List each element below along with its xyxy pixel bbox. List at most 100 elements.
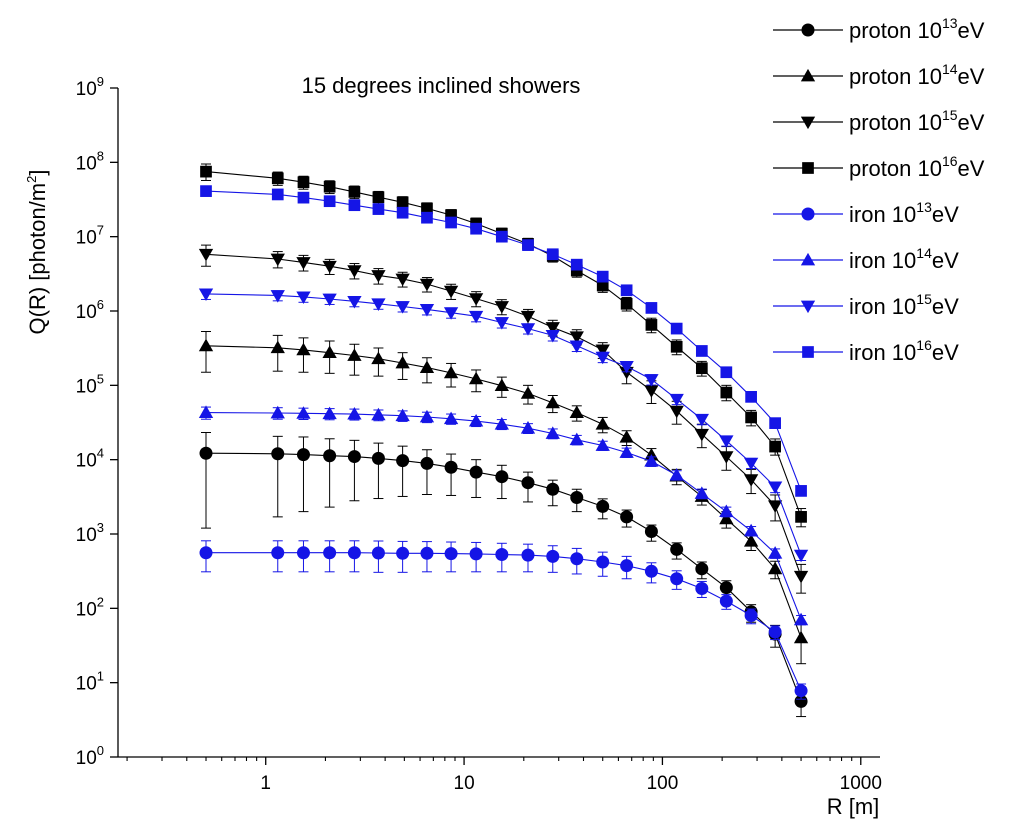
x-tick-label: 100 [647, 773, 679, 794]
data-point [468, 293, 484, 306]
data-point [569, 432, 584, 446]
data-point [794, 694, 808, 708]
legend-marker [802, 162, 814, 174]
legend-item: iron 1013eV [773, 199, 959, 227]
series-7 [200, 185, 807, 497]
data-point [444, 547, 458, 561]
axes: 1 10 100 1000 10010110210310410510610710810… [76, 74, 882, 794]
y-tick-label: 101 [76, 669, 104, 695]
data-point [348, 186, 361, 198]
data-point [745, 390, 757, 403]
data-point [468, 310, 484, 324]
data-point [371, 270, 386, 283]
data-point [347, 348, 362, 361]
data-point [468, 371, 484, 385]
legend-marker [800, 252, 816, 266]
data-point [520, 323, 536, 336]
data-point [468, 413, 484, 427]
series-line [205, 452, 802, 702]
data-point [570, 258, 583, 271]
data-point [669, 405, 684, 419]
data-point [444, 460, 458, 474]
legend-item: iron 1014eV [773, 245, 959, 273]
data-point [620, 284, 633, 297]
data-point [443, 365, 459, 379]
data-point [521, 476, 535, 490]
data-point [596, 279, 609, 292]
data-point [793, 630, 809, 644]
legend-label: proton 1016eV [849, 153, 985, 181]
data-point [421, 202, 433, 215]
data-point [694, 428, 709, 442]
data-point [348, 199, 361, 212]
data-point [522, 239, 534, 251]
data-point [546, 248, 559, 261]
data-point [372, 191, 385, 204]
legend-marker [800, 116, 816, 130]
chart-title: 15 degrees inclined showers [302, 73, 581, 98]
data-point [371, 298, 386, 311]
x-tick-label: 10 [454, 773, 475, 794]
data-point [296, 448, 310, 462]
data-point [694, 413, 709, 427]
data-point [347, 406, 362, 420]
data-point [570, 264, 583, 277]
data-point [795, 485, 807, 497]
data-point [198, 248, 214, 262]
data-point [767, 546, 783, 559]
y-tick-label: 109 [76, 74, 104, 100]
data-point [443, 411, 459, 425]
data-point [596, 270, 609, 283]
data-point [545, 426, 560, 439]
data-point [767, 481, 783, 495]
data-point [545, 395, 560, 409]
data-point [569, 405, 584, 418]
data-point [644, 564, 658, 578]
data-point [494, 317, 509, 330]
y-tick-label: 106 [76, 297, 104, 323]
data-point [322, 345, 337, 359]
data-point [546, 482, 560, 496]
legend-label: proton 1013eV [849, 15, 985, 43]
series-2 [198, 244, 809, 594]
data-point [323, 449, 337, 463]
data-point [769, 440, 781, 453]
legend-marker [800, 68, 816, 82]
data-point [695, 362, 708, 375]
data-point [719, 435, 734, 448]
error-bar [201, 330, 212, 373]
data-point [743, 523, 759, 537]
data-point [695, 562, 709, 576]
data-point [297, 191, 310, 204]
data-point [322, 260, 337, 274]
legend-item: proton 1013eV [773, 15, 985, 43]
data-point [347, 265, 362, 278]
error-bar [397, 445, 408, 497]
legend-label: iron 1014eV [849, 245, 959, 273]
data-point [695, 581, 709, 595]
data-point [395, 273, 410, 287]
data-point [719, 451, 734, 464]
data-point [420, 456, 434, 470]
y-tick-label: 108 [76, 148, 104, 174]
data-point [520, 310, 536, 324]
data-point [494, 417, 509, 430]
data-point [323, 546, 337, 560]
data-point [795, 511, 807, 523]
data-point [620, 559, 634, 573]
data-point [743, 457, 759, 471]
data-point [419, 409, 435, 423]
data-point [322, 293, 337, 307]
data-point [670, 542, 684, 556]
data-point [619, 430, 634, 443]
data-point [271, 546, 285, 560]
data-point [793, 549, 809, 563]
legend-item: iron 1016eV [773, 337, 959, 365]
y-tick-label: 103 [76, 520, 104, 546]
data-point [695, 345, 708, 357]
data-point [719, 511, 734, 525]
data-point [495, 470, 509, 484]
data-point [270, 290, 285, 303]
data-point [767, 561, 783, 575]
